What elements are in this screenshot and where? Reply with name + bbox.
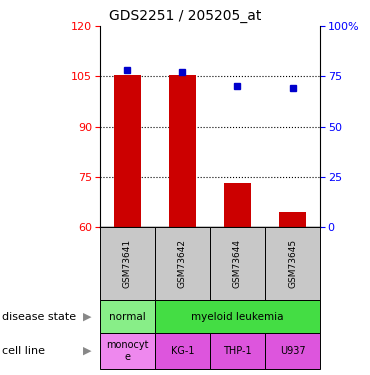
Text: GSM73641: GSM73641 bbox=[123, 239, 132, 288]
Text: monocyt
e: monocyt e bbox=[106, 340, 149, 362]
Bar bbox=[114, 75, 141, 227]
Text: GSM73642: GSM73642 bbox=[178, 239, 187, 288]
Bar bbox=[279, 212, 306, 227]
Text: normal: normal bbox=[109, 312, 146, 321]
Text: ▶: ▶ bbox=[83, 312, 91, 321]
Bar bbox=[224, 183, 251, 227]
Text: U937: U937 bbox=[280, 346, 305, 356]
Text: THP-1: THP-1 bbox=[223, 346, 252, 356]
Text: disease state: disease state bbox=[2, 312, 76, 321]
Text: GSM73644: GSM73644 bbox=[233, 239, 242, 288]
Text: cell line: cell line bbox=[2, 346, 45, 356]
Bar bbox=[169, 75, 196, 227]
Text: myeloid leukemia: myeloid leukemia bbox=[191, 312, 284, 321]
Text: KG-1: KG-1 bbox=[171, 346, 194, 356]
Text: GSM73645: GSM73645 bbox=[288, 239, 297, 288]
Text: ▶: ▶ bbox=[83, 346, 91, 356]
Text: GDS2251 / 205205_at: GDS2251 / 205205_at bbox=[109, 9, 261, 23]
